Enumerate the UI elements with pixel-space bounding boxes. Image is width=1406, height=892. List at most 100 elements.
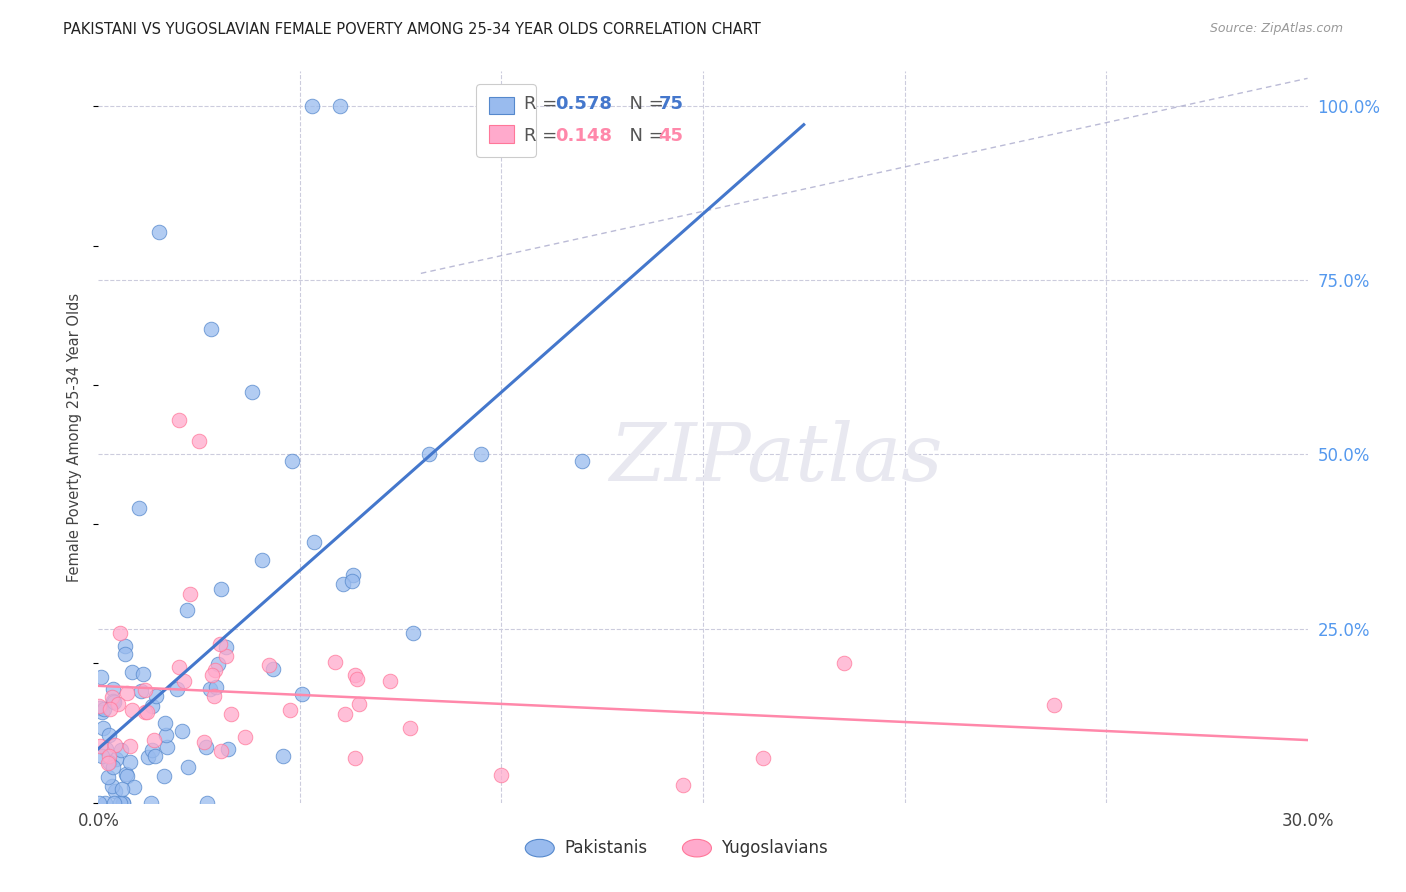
Point xyxy=(155,727,177,741)
Point xyxy=(166,682,188,697)
Point xyxy=(136,750,159,764)
Point xyxy=(233,731,256,745)
Point xyxy=(205,680,228,694)
Text: 0.578: 0.578 xyxy=(555,95,613,113)
Point xyxy=(333,707,356,722)
Point xyxy=(90,706,112,720)
Text: 0.148: 0.148 xyxy=(555,127,613,145)
Point xyxy=(177,760,200,774)
Point xyxy=(142,732,165,747)
Point xyxy=(262,662,284,676)
Point xyxy=(342,568,364,582)
Point xyxy=(346,672,368,686)
Point xyxy=(273,748,295,763)
Point xyxy=(156,739,179,754)
Legend: , : , xyxy=(477,84,536,157)
Point xyxy=(101,690,124,705)
Point xyxy=(194,739,217,754)
Point xyxy=(302,535,325,549)
Point xyxy=(145,689,167,703)
Point xyxy=(202,689,225,703)
Point xyxy=(135,705,157,719)
Point xyxy=(103,760,125,774)
Point xyxy=(281,454,304,468)
Point xyxy=(179,587,201,601)
Point xyxy=(91,721,114,735)
Point xyxy=(114,767,136,781)
Point xyxy=(173,673,195,688)
Text: 75: 75 xyxy=(658,95,683,113)
Point xyxy=(301,99,323,113)
Point xyxy=(114,648,136,662)
Point xyxy=(209,744,232,758)
Point xyxy=(101,779,124,793)
Point xyxy=(101,694,124,708)
Point xyxy=(340,574,363,588)
Point xyxy=(200,668,222,682)
Point xyxy=(89,698,111,713)
Point xyxy=(672,778,695,792)
Point xyxy=(200,322,222,336)
Point xyxy=(148,225,170,239)
Circle shape xyxy=(682,839,711,857)
Point xyxy=(94,741,117,756)
Point xyxy=(215,648,238,663)
Point xyxy=(117,686,139,700)
Point xyxy=(195,796,218,810)
Point xyxy=(143,749,166,764)
Point xyxy=(103,695,125,709)
Text: 45: 45 xyxy=(658,127,683,145)
Point xyxy=(215,640,238,655)
Point xyxy=(131,667,153,681)
Point xyxy=(193,735,215,749)
Point xyxy=(104,738,127,752)
Point xyxy=(399,721,422,735)
Point xyxy=(98,756,121,770)
Text: PAKISTANI VS YUGOSLAVIAN FEMALE POVERTY AMONG 25-34 YEAR OLDS CORRELATION CHART: PAKISTANI VS YUGOSLAVIAN FEMALE POVERTY … xyxy=(63,22,761,37)
Point xyxy=(114,639,136,653)
Point xyxy=(323,655,346,669)
Text: ZIPatlas: ZIPatlas xyxy=(609,420,942,498)
Point xyxy=(204,664,226,678)
Point xyxy=(98,728,121,742)
Point xyxy=(571,454,593,468)
Point xyxy=(176,603,198,617)
Point xyxy=(101,682,124,697)
Point xyxy=(98,748,121,763)
Text: N =: N = xyxy=(619,127,669,145)
Text: R =: R = xyxy=(524,95,562,113)
Text: Source: ZipAtlas.com: Source: ZipAtlas.com xyxy=(1209,22,1343,36)
Point xyxy=(167,412,190,426)
Point xyxy=(90,749,112,764)
Point xyxy=(470,448,492,462)
Point xyxy=(188,434,211,448)
Point xyxy=(111,781,134,796)
Point xyxy=(402,626,425,640)
Point xyxy=(107,697,129,711)
Point xyxy=(103,784,125,798)
Point xyxy=(240,384,263,399)
Point xyxy=(752,750,775,764)
Point xyxy=(120,755,142,769)
Point xyxy=(278,703,301,717)
Text: R =: R = xyxy=(524,127,562,145)
Point xyxy=(209,637,232,651)
Point xyxy=(128,501,150,516)
Point xyxy=(112,796,135,810)
Point xyxy=(380,674,402,689)
Point xyxy=(250,553,273,567)
Point xyxy=(1042,698,1064,713)
Point xyxy=(118,739,141,753)
Point xyxy=(198,682,221,697)
Y-axis label: Female Poverty Among 25-34 Year Olds: Female Poverty Among 25-34 Year Olds xyxy=(67,293,83,582)
Point xyxy=(108,796,131,810)
Point xyxy=(87,796,110,810)
Point xyxy=(94,796,117,810)
Point xyxy=(97,756,120,771)
Point xyxy=(97,770,120,784)
Point xyxy=(89,739,111,754)
Point xyxy=(141,699,163,714)
Point xyxy=(93,702,115,716)
Point xyxy=(141,742,163,756)
Point xyxy=(344,668,367,682)
